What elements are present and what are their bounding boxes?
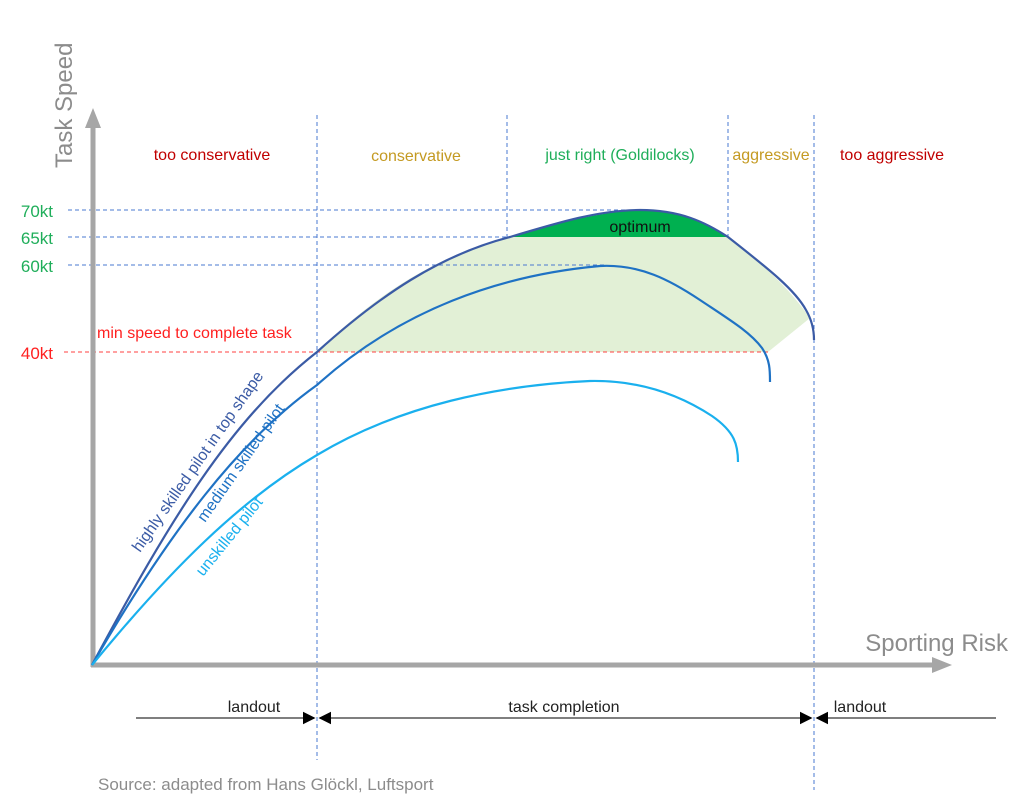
zone-too-conservative: too conservative [154, 147, 271, 164]
curve-label-medium-skilled: medium skilled pilot [194, 401, 288, 526]
tick-70kt: 70kt [21, 202, 53, 221]
zone-aggressive: aggressive [732, 147, 809, 164]
zone-too-aggressive: too aggressive [840, 147, 944, 164]
outcome-task-completion: task completion [508, 699, 619, 716]
curve-highly-skilled [91, 208, 816, 666]
outcome-landout-right: landout [834, 699, 887, 716]
feasible-region [317, 237, 810, 352]
curve-unskilled [91, 379, 740, 666]
optimum-region [510, 210, 728, 237]
y-axis-label: Task Speed [51, 43, 78, 168]
x-axis-label: Sporting Risk [865, 630, 1009, 657]
outcome-landout-left: landout [228, 699, 281, 716]
optimum-label: optimum [609, 219, 670, 236]
curve-medium-skilled [91, 264, 772, 666]
x-axis-arrowhead [932, 657, 952, 673]
tick-65kt: 65kt [21, 229, 53, 248]
source-caption: Source: adapted from Hans Glöckl, Luftsp… [98, 775, 434, 794]
zone-just-right: just right (Goldilocks) [544, 147, 694, 164]
tick-40kt: 40kt [21, 344, 53, 363]
tick-60kt: 60kt [21, 257, 53, 276]
y-axis-arrowhead [85, 108, 101, 128]
min-speed-label: min speed to complete task [97, 325, 293, 342]
zone-conservative: conservative [371, 148, 461, 165]
